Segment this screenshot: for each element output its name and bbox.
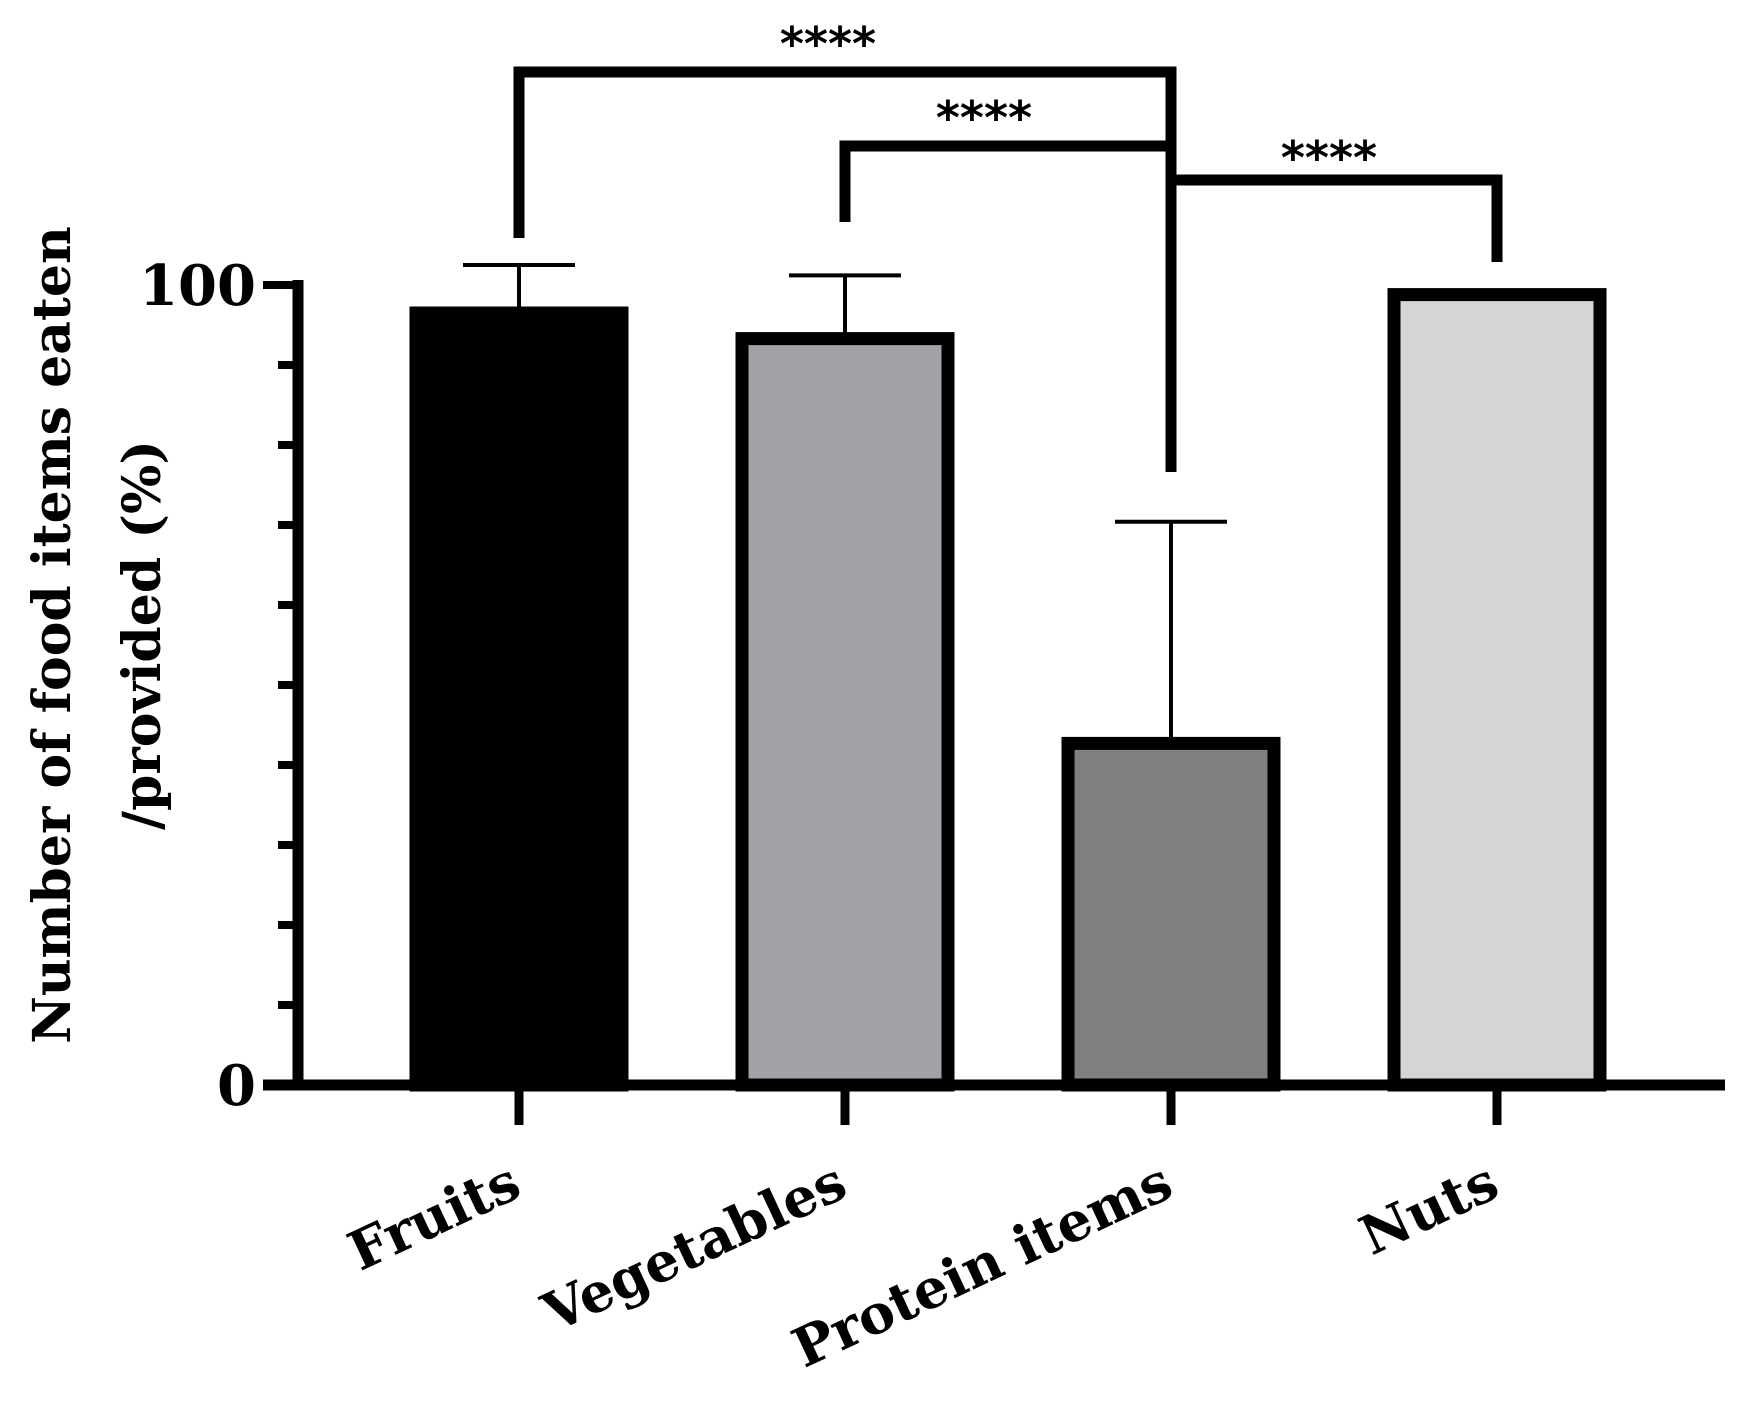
y-tick-label-0: 0	[217, 1053, 256, 1119]
significance-label-1: ****	[780, 17, 876, 71]
y-axis-label-line-2: /provided (%)	[112, 440, 173, 830]
bar-fruits	[409, 306, 629, 1092]
bar-nuts	[1387, 288, 1607, 1092]
x-tick-label-fruits: Fruits	[338, 1149, 529, 1283]
bar-protein-items	[1061, 736, 1281, 1092]
bars-layer	[409, 288, 1607, 1092]
y-axis-label-line-1: Number of food items eaten	[22, 226, 83, 1044]
significance-label-3: ****	[1281, 131, 1377, 185]
axes-layer	[263, 280, 1725, 1125]
x-tick-label-nuts: Nuts	[1350, 1149, 1508, 1268]
significance-bracket-3	[1165, 174, 1503, 472]
significance-layer: **** **** ****	[513, 17, 1503, 472]
significance-label-2: ****	[936, 91, 1032, 145]
y-tick-label-100: 100	[139, 253, 256, 319]
bar-vegetables	[735, 332, 955, 1092]
error-bars-layer	[463, 263, 1227, 744]
